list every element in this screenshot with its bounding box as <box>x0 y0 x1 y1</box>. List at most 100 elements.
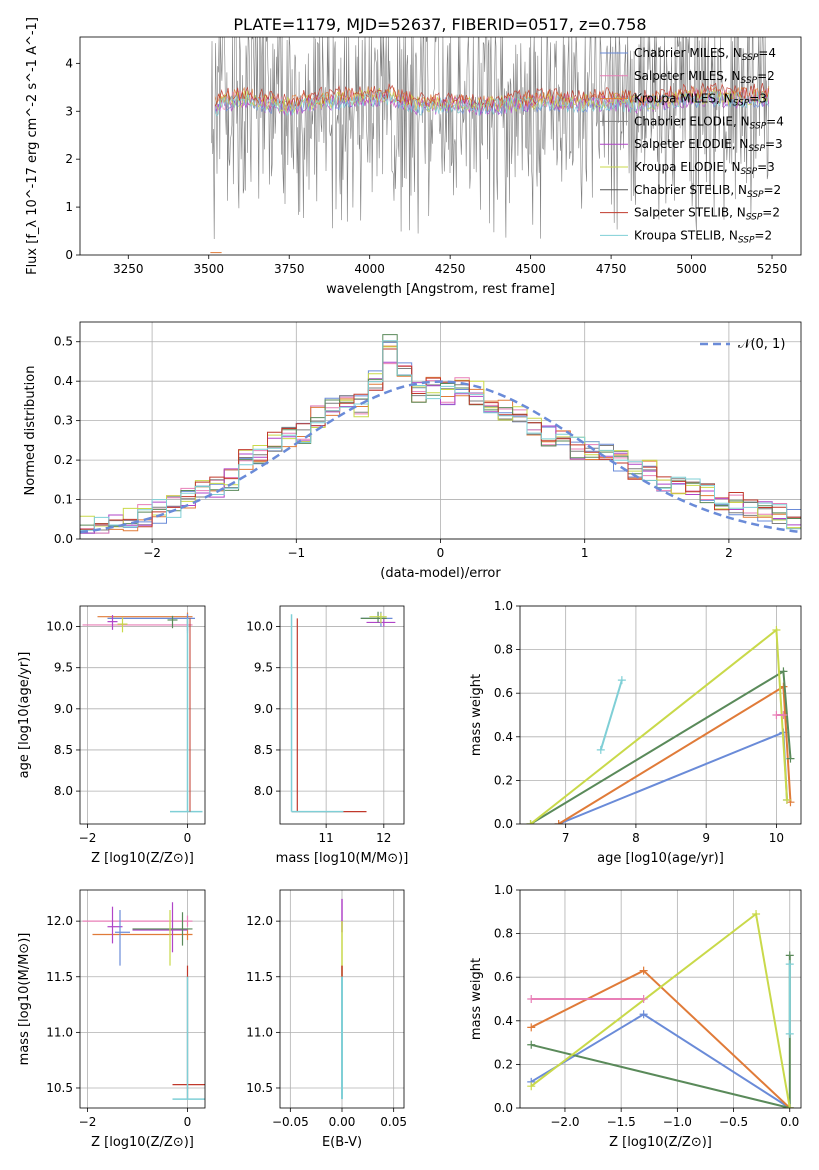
weight-marker <box>786 754 795 763</box>
weight-marker <box>785 960 794 969</box>
x-axis-label: E(B-V) <box>322 1135 362 1150</box>
x-axis-label: Z [log10(Z/Z⊙)] <box>91 1135 194 1150</box>
x-tick-label: 4500 <box>515 262 546 276</box>
y-tick-label: 1 <box>65 200 73 214</box>
y-tick-label: 11.5 <box>246 970 273 984</box>
weight-marker <box>785 1029 794 1038</box>
histogram-step <box>80 348 801 530</box>
x-tick-label: 4750 <box>596 262 627 276</box>
x-tick-label: 1 <box>581 546 589 560</box>
x-tick-label: 0 <box>184 831 192 845</box>
y-tick-label: 10.0 <box>246 620 273 634</box>
legend-label: Salpeter MILES, NSSP=2 <box>634 69 775 86</box>
weight-marker <box>527 1082 536 1091</box>
x-tick-label: 0.0 <box>780 1115 799 1129</box>
weight-marker <box>639 966 648 975</box>
y-tick-label: 11.0 <box>246 1025 273 1039</box>
y-tick-label: 0.0 <box>54 532 73 546</box>
legend-label: Salpeter STELIB, NSSP=2 <box>634 206 780 223</box>
panel-age_vs_Z: −2 0 8.0 8.5 9.0 9.5 10.0 Z [log10(Z/Z⊙)] age [l… <box>17 605 206 866</box>
y-tick-label: 0 <box>65 248 73 262</box>
x-tick-label: 11 <box>318 831 333 845</box>
weight-marker <box>639 1010 648 1019</box>
y-tick-label: 0.4 <box>494 1014 513 1028</box>
normal-curve <box>80 380 801 534</box>
x-tick-label: 5250 <box>757 262 788 276</box>
legend-label: Kroupa STELIB, NSSP=2 <box>634 228 772 245</box>
x-axis-label: mass [log10(M/M⊙)] <box>276 851 409 866</box>
y-tick-label: 2 <box>65 152 73 166</box>
x-tick-label: 4000 <box>354 262 385 276</box>
y-tick-label: 3 <box>65 104 73 118</box>
y-tick-label: 8.5 <box>254 743 273 757</box>
y-axis-label: mass weight <box>469 674 484 756</box>
y-tick-label: 8.5 <box>54 743 73 757</box>
weight-marker <box>782 796 791 805</box>
y-tick-label: 0.0 <box>494 1101 513 1115</box>
y-tick-label: 0.3 <box>54 414 73 428</box>
weight-marker <box>772 625 781 634</box>
axes-frame <box>279 605 405 825</box>
plot-area <box>82 902 205 1100</box>
y-tick-label: 0.4 <box>494 730 513 744</box>
plot-area <box>527 909 794 1108</box>
weight-marker <box>785 951 794 960</box>
weight-line <box>530 969 791 1108</box>
x-axis-label: Z [log10(Z/Z⊙)] <box>91 851 194 866</box>
legend-label: Kroupa ELODIE, NSSP=3 <box>634 160 775 177</box>
y-tick-label: 9.0 <box>254 702 273 716</box>
x-tick-label: 5000 <box>676 262 707 276</box>
y-tick-label: 9.5 <box>254 661 273 675</box>
weight-marker <box>527 995 536 1003</box>
x-tick-label: 3250 <box>113 262 144 276</box>
y-tick-label: 1.0 <box>494 599 513 613</box>
y-tick-label: 12.0 <box>46 914 73 928</box>
x-tick-label: −2 <box>79 1115 97 1129</box>
y-tick-label: 0.2 <box>494 1057 513 1071</box>
x-tick-label: 0.05 <box>380 1115 407 1129</box>
y-axis-label: mass [log10(M/M⊙)] <box>17 933 32 1066</box>
x-axis-label: Z [log10(Z/Z⊙)] <box>609 1135 712 1150</box>
histogram-step <box>80 340 801 531</box>
x-tick-label: 8 <box>632 831 640 845</box>
weight-line <box>530 955 791 1108</box>
axes-frame <box>79 321 802 540</box>
x-tick-label: 3500 <box>193 262 224 276</box>
x-tick-label: −2 <box>79 831 97 845</box>
y-axis-label: Normed distribution <box>23 366 38 496</box>
axes-frame <box>279 889 405 1109</box>
plot-area <box>290 611 396 813</box>
axes-frame <box>79 889 206 1109</box>
legend: Chabrier MILES, NSSP=4 Salpeter MILES, NS… <box>600 46 784 245</box>
y-tick-label: 11.5 <box>46 970 73 984</box>
y-tick-label: 0.8 <box>494 927 513 941</box>
x-tick-label: 10 <box>769 831 784 845</box>
x-tick-label: 0 <box>184 1115 192 1129</box>
y-tick-label: 8.0 <box>54 784 73 798</box>
y-tick-label: 0.2 <box>54 453 73 467</box>
weight-line <box>529 669 792 824</box>
x-tick-label: −0.5 <box>719 1115 748 1129</box>
y-tick-label: 0.5 <box>54 335 73 349</box>
y-tick-label: 9.0 <box>54 702 73 716</box>
legend-label: Chabrier MILES, NSSP=4 <box>634 46 776 63</box>
weight-marker <box>526 820 535 824</box>
y-tick-label: 9.5 <box>54 661 73 675</box>
axes-frame <box>519 605 802 825</box>
plot-area <box>210 37 770 254</box>
y-tick-label: 10.5 <box>46 1081 73 1095</box>
weight-line <box>530 912 791 1108</box>
model-line <box>214 82 770 109</box>
y-tick-label: 12.0 <box>246 914 273 928</box>
y-tick-label: 0.4 <box>54 374 73 388</box>
panel-weight_vs_age: 7 8 9 10 0.0 0.2 0.4 0.6 0.8 1.0 age [log10(age/yr… <box>469 599 802 866</box>
panel-mass_vs_Z: −2 0 10.5 11.0 11.5 12.0 Z [log10(Z/Z⊙)] mass [… <box>17 889 206 1150</box>
x-tick-label: −1 <box>287 546 305 560</box>
x-tick-label: −1.0 <box>663 1115 692 1129</box>
x-tick-label: 4250 <box>435 262 466 276</box>
legend-label: Chabrier ELODIE, NSSP=4 <box>634 114 784 131</box>
model-line <box>214 88 770 117</box>
y-tick-label: 0.6 <box>494 970 513 984</box>
y-tick-label: 0.1 <box>54 493 73 507</box>
